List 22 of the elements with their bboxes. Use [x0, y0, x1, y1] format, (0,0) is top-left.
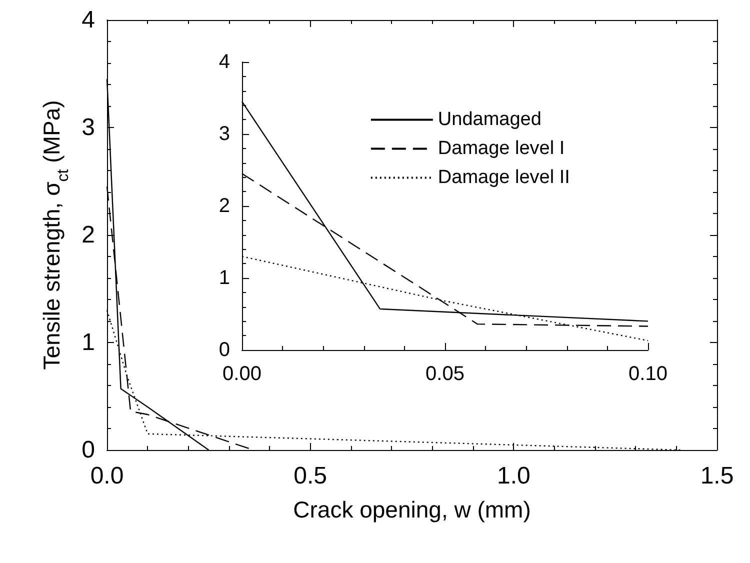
y-tick-label: 0: [218, 339, 230, 361]
y-tick-label: 1: [82, 329, 95, 356]
x-tick-label: 0.00: [222, 363, 262, 385]
legend-label: Damage level II: [438, 167, 570, 188]
x-tick-label: 0.05: [426, 363, 464, 385]
y-tick-label: 2: [218, 195, 230, 217]
x-tick-label: 1.5: [700, 462, 734, 490]
y-tick-label: 1: [218, 267, 230, 289]
legend-label: Undamaged: [438, 109, 542, 130]
y-tick-label: 0: [82, 436, 95, 464]
x-tick-label: 0.0: [90, 462, 124, 490]
x-tick-label: 0.10: [628, 363, 668, 385]
x-tick-label: 0.5: [294, 462, 328, 490]
y-tick-label: 4: [82, 6, 95, 34]
y-tick-label: 3: [82, 114, 95, 141]
x-tick-label: 1.0: [496, 462, 530, 490]
legend-label: Damage level I: [438, 138, 565, 160]
y-tick-label: 4: [218, 51, 230, 73]
y-tick-label: 3: [218, 123, 230, 145]
x-axis-title: Crack opening, w (mm): [293, 496, 531, 522]
y-tick-label: 2: [82, 222, 95, 248]
y-axis-title: Tensile strength, σct (MPa): [38, 100, 72, 370]
